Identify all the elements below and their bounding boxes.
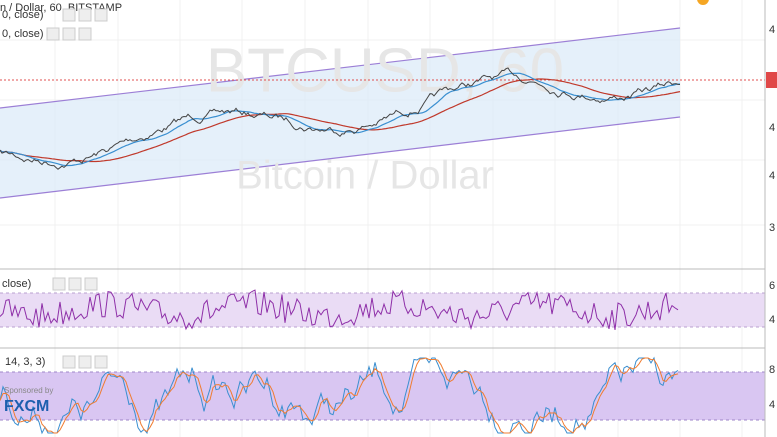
indicator-button[interactable]	[62, 355, 76, 369]
axis-label: 4	[769, 24, 775, 36]
axis-label: 3	[769, 222, 775, 234]
price-marker	[766, 72, 777, 88]
indicator-button[interactable]	[52, 277, 66, 291]
watermark-ticker: BTCUSD, 60	[206, 36, 564, 105]
channel-bottom	[0, 116, 681, 199]
indicator-button[interactable]	[62, 8, 76, 22]
indicator-button[interactable]	[78, 355, 92, 369]
indicator-label: 0, close)	[2, 28, 44, 40]
indicator-button[interactable]	[94, 8, 108, 22]
indicator-button[interactable]	[46, 27, 60, 41]
moving-average	[0, 72, 681, 167]
axis-label: 4	[769, 170, 775, 182]
sponsor-brand[interactable]: FXCM	[4, 398, 49, 415]
stoch-label: 14, 3, 3)	[5, 356, 45, 368]
indicator-button[interactable]	[78, 27, 92, 41]
sponsor-text: Sponsored by	[4, 386, 53, 395]
indicator-button[interactable]	[68, 277, 82, 291]
indicator-button[interactable]	[84, 277, 98, 291]
stoch-k	[0, 356, 679, 435]
axis-label: 8	[769, 364, 775, 376]
watermark-name: Bitcoin / Dollar	[236, 154, 494, 198]
series-lines	[0, 67, 681, 435]
alert-icon[interactable]	[697, 0, 709, 5]
symbol-title: n / Dollar, 60, BITSTAMP	[0, 2, 122, 14]
indicator-button[interactable]	[94, 355, 108, 369]
axis-label: 4	[769, 399, 775, 411]
indicator-button[interactable]	[78, 8, 92, 22]
stoch-d	[0, 357, 679, 434]
rsi-line	[0, 289, 679, 331]
indicator-buttons	[46, 8, 108, 369]
axis-labels: 4 4 4 3 6 4 8 4	[769, 24, 775, 411]
axis-label: 4	[769, 122, 775, 134]
rsi-label: close)	[2, 278, 31, 290]
axis-label: 6	[769, 280, 775, 292]
indicator-label: 0, close)	[2, 9, 44, 21]
axis-label: 4	[769, 314, 775, 326]
price-axis	[765, 0, 777, 437]
price-line	[0, 67, 681, 170]
moving-average	[0, 78, 681, 163]
indicator-button[interactable]	[62, 27, 76, 41]
channel-top	[0, 27, 681, 109]
